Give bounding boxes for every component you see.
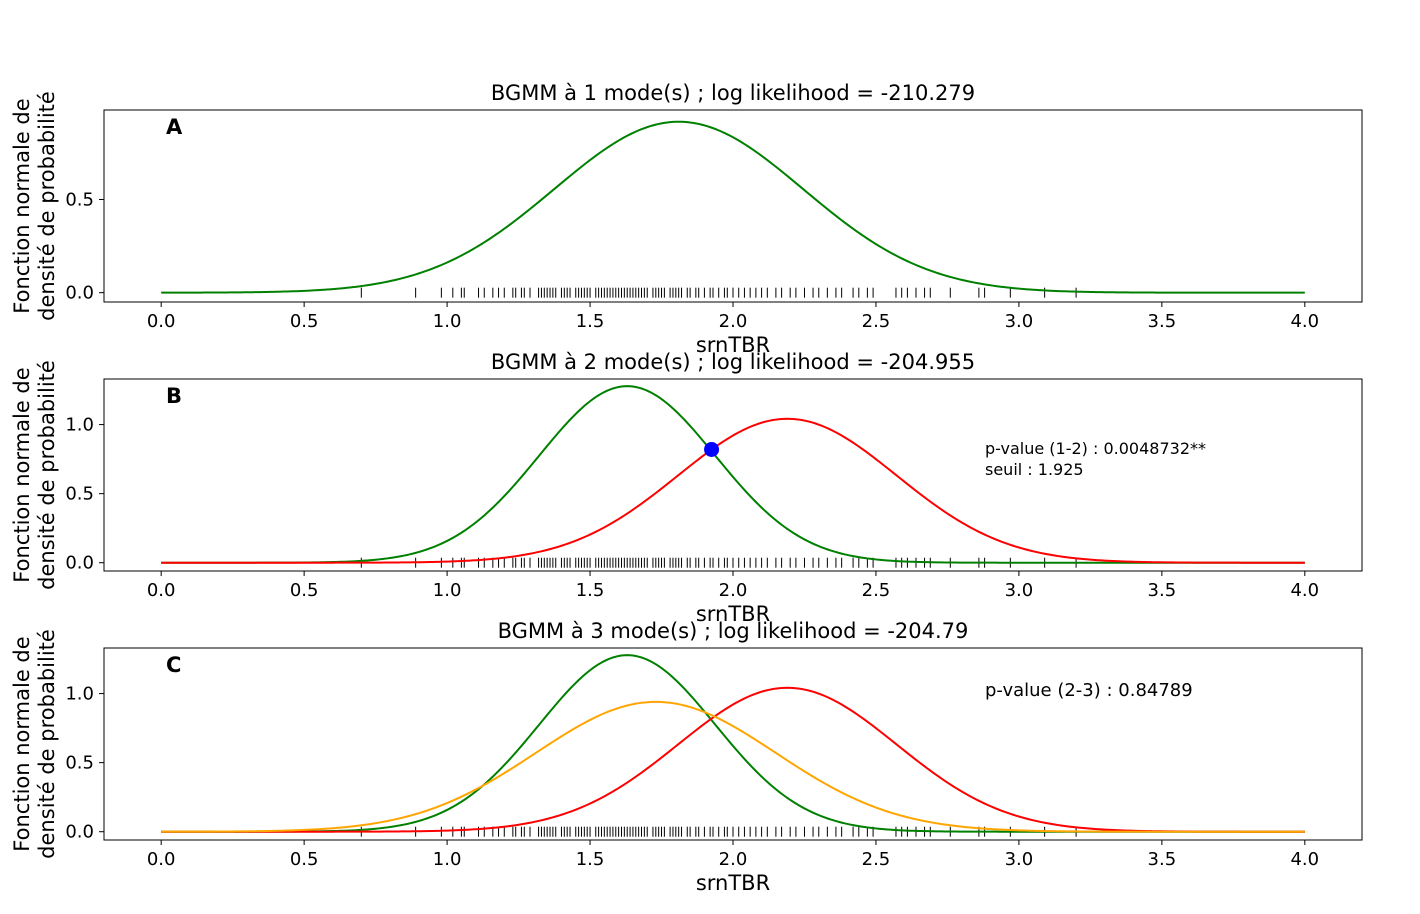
panel-letter: A <box>166 115 183 139</box>
x-axis-label: srnTBR <box>696 871 770 895</box>
panel-a: BGMM à 1 mode(s) ; log likelihood = -210… <box>10 81 1363 357</box>
x-tick-label: 1.0 <box>433 580 462 601</box>
rug-plot <box>360 287 1077 298</box>
y-axis-label-line2: densité de probabilité <box>35 360 59 590</box>
y-axis-label-line1: Fonction normale de <box>10 636 34 851</box>
x-axis-label: srnTBR <box>696 602 770 626</box>
x-tick-label: 2.5 <box>862 311 891 332</box>
x-axis-label: srnTBR <box>696 333 770 357</box>
y-tick-label: 1.0 <box>65 684 94 705</box>
panel-letter: B <box>166 384 182 408</box>
y-axis-label: Fonction normale dedensité de probabilit… <box>10 360 59 590</box>
threshold-point <box>704 441 720 457</box>
axes-frame <box>103 647 1363 841</box>
x-tick-label: 4.0 <box>1290 311 1319 332</box>
axes-frame <box>103 378 1363 572</box>
y-axis-label: Fonction normale dedensité de probabilit… <box>10 629 59 859</box>
annotation-text: p-value (1-2) : 0.0048732** <box>985 439 1206 458</box>
x-tick-label: 1.5 <box>576 311 605 332</box>
series-line-3 <box>161 700 1305 833</box>
x-tick-label: 0.0 <box>147 580 176 601</box>
x-tick-label: 4.0 <box>1290 580 1319 601</box>
x-tick-label: 0.5 <box>290 580 319 601</box>
x-tick-label: 3.5 <box>1148 849 1177 870</box>
panel-letter: C <box>166 653 181 677</box>
x-tick-label: 2.0 <box>719 580 748 601</box>
x-tick-label: 3.0 <box>1005 849 1034 870</box>
x-tick-label: 1.0 <box>433 849 462 870</box>
y-axis-label-line2: densité de probabilité <box>35 629 59 859</box>
x-tick-label: 0.0 <box>147 849 176 870</box>
x-tick-label: 0.5 <box>290 311 319 332</box>
x-tick-label: 0.5 <box>290 849 319 870</box>
y-tick-label: 0.5 <box>65 484 94 505</box>
annotation-text: p-value (2-3) : 0.84789 <box>985 680 1193 701</box>
x-tick-label: 3.5 <box>1148 311 1177 332</box>
x-tick-label: 4.0 <box>1290 849 1319 870</box>
chart-title: BGMM à 3 mode(s) ; log likelihood = -204… <box>498 619 969 643</box>
y-axis-label-line1: Fonction normale de <box>10 98 34 313</box>
chart-title: BGMM à 1 mode(s) ; log likelihood = -210… <box>491 81 975 105</box>
x-tick-label: 1.5 <box>576 849 605 870</box>
series-line-1 <box>161 385 1305 564</box>
x-tick-label: 2.0 <box>719 311 748 332</box>
y-axis-label-line1: Fonction normale de <box>10 367 34 582</box>
panel-b: BGMM à 2 mode(s) ; log likelihood = -204… <box>10 350 1363 626</box>
axes-frame <box>103 109 1363 303</box>
y-tick-label: 1.0 <box>65 415 94 436</box>
series-line-1 <box>161 120 1305 294</box>
annotation-text: seuil : 1.925 <box>985 460 1084 479</box>
x-tick-label: 2.5 <box>862 849 891 870</box>
y-tick-label: 0.5 <box>65 753 94 774</box>
x-tick-label: 3.0 <box>1005 580 1034 601</box>
x-tick-label: 3.0 <box>1005 311 1034 332</box>
rug-plot <box>360 557 1077 568</box>
y-tick-label: 0.5 <box>65 189 94 210</box>
x-tick-label: 0.0 <box>147 311 176 332</box>
y-tick-label: 0.0 <box>65 553 94 574</box>
panel-c: BGMM à 3 mode(s) ; log likelihood = -204… <box>10 619 1363 895</box>
x-tick-label: 1.5 <box>576 580 605 601</box>
x-tick-label: 1.0 <box>433 311 462 332</box>
y-axis-label: Fonction normale dedensité de probabilit… <box>10 91 59 321</box>
series-line-2 <box>161 686 1305 833</box>
x-tick-label: 2.5 <box>862 580 891 601</box>
y-tick-label: 0.0 <box>65 283 94 304</box>
series-line-2 <box>161 417 1305 564</box>
x-tick-label: 2.0 <box>719 849 748 870</box>
y-tick-label: 0.0 <box>65 822 94 843</box>
chart-title: BGMM à 2 mode(s) ; log likelihood = -204… <box>491 350 975 374</box>
x-tick-label: 3.5 <box>1148 580 1177 601</box>
y-axis-label-line2: densité de probabilité <box>35 91 59 321</box>
